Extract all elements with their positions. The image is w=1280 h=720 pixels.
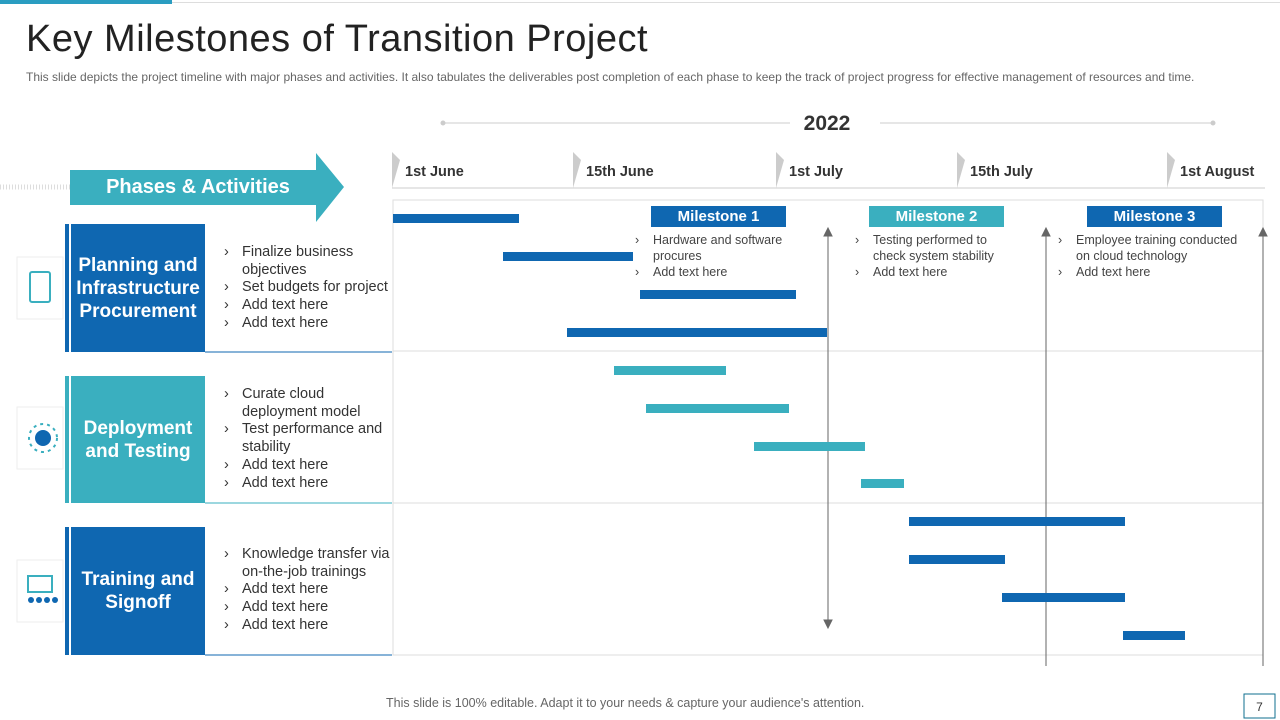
milestone-item: Testing performed to check system stabil…: [855, 232, 1015, 264]
timeline-date: 1st June: [405, 164, 464, 180]
activity-list: Curate cloud deployment modelTest perfor…: [224, 386, 394, 492]
phase-name: Deployment and Testing: [83, 417, 193, 462]
activity: Add text here: [224, 581, 394, 599]
year-rule: [440, 120, 1216, 126]
phases-header: Phases & Activities: [106, 176, 290, 198]
phase-icons: [16, 256, 64, 623]
activity-list: Finalize business objectivesSet budgets …: [224, 244, 394, 333]
activity: Set budgets for project: [224, 279, 394, 297]
milestone-title: Milestone 1: [651, 206, 786, 227]
activity: Curate cloud deployment model: [224, 386, 394, 421]
milestone-item: Add text here: [635, 264, 795, 280]
milestone-title: Milestone 2: [869, 206, 1004, 227]
phase-name: Training and Signoff: [81, 569, 195, 613]
activity: Add text here: [224, 599, 394, 617]
phase-rows: [65, 224, 392, 656]
activity: Finalize business objectives: [224, 244, 394, 279]
page-box: [1243, 693, 1276, 719]
milestone-title: Milestone 3: [1087, 206, 1222, 227]
activity-list: Knowledge transfer via on-the-job traini…: [224, 546, 394, 635]
activity: Add text here: [224, 297, 394, 315]
milestone-items: Employee training conducted on cloud tec…: [1058, 232, 1253, 280]
activity: Add text here: [224, 475, 394, 493]
milestone-item: Hardware and software procures: [635, 232, 795, 264]
milestone-item: Add text here: [855, 264, 1015, 280]
date-markers: [392, 152, 1175, 188]
phase-3-bars: [909, 517, 1185, 640]
milestone-items: Hardware and software procuresAdd text h…: [635, 232, 795, 280]
activity: Test performance and stability: [224, 421, 394, 456]
phase-name: Planning and Infrastructure Procurement: [76, 254, 200, 322]
milestone-item: Employee training conducted on cloud tec…: [1058, 232, 1253, 264]
timeline-date: 15th July: [970, 164, 1033, 180]
title: Key Milestones of Transition Project: [26, 18, 649, 60]
phase-1-bars: [393, 214, 827, 337]
top-accent: [0, 0, 172, 4]
timeline-date: 1st August: [1180, 164, 1255, 180]
page-number: 7: [1256, 700, 1263, 714]
activity: Add text here: [224, 315, 394, 333]
footer-note: This slide is 100% editable. Adapt it to…: [386, 696, 865, 710]
milestone-lines: [823, 226, 1268, 666]
top-line: [172, 2, 1280, 3]
milestone-item: Add text here: [1058, 264, 1253, 280]
milestone-items: Testing performed to check system stabil…: [855, 232, 1015, 280]
timeline-date: 1st July: [789, 164, 843, 180]
phase-2-bars: [614, 366, 904, 488]
phases-banner: [70, 153, 344, 222]
activity: Knowledge transfer via on-the-job traini…: [224, 546, 394, 581]
timeline-date: 15th June: [586, 164, 654, 180]
activity: Add text here: [224, 617, 394, 635]
subtitle: This slide depicts the project timeline …: [26, 70, 1195, 84]
activity: Add text here: [224, 457, 394, 475]
year: 2022: [803, 112, 851, 135]
